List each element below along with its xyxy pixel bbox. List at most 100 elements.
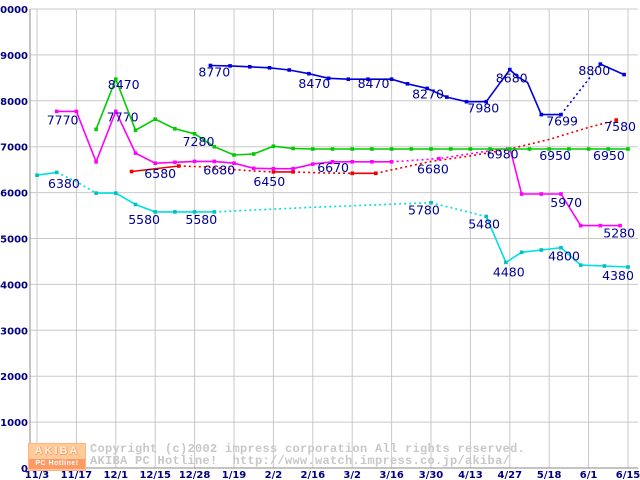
akiba-pc-hotline-logo: AKIBA PC Hotline! <box>28 443 86 471</box>
cyan-series-marker <box>94 191 98 195</box>
magenta-series-line <box>391 146 510 163</box>
cyan-series-marker <box>212 210 217 214</box>
blue-series-marker <box>389 77 394 81</box>
y-axis-labels: 0 1000 2000 3000 4000 5000 6000 7000 8000 9000 100… <box>0 5 28 475</box>
magenta-series-marker <box>153 161 157 165</box>
y-tick-label: 5000 <box>0 235 28 246</box>
x-axis-labels: 11/3 11/17 12/1 12/15 12/28 1/19 2/2 2/16 3/2 3/1… <box>25 470 640 480</box>
magenta-series-marker <box>251 166 256 171</box>
green-series-marker <box>192 132 197 136</box>
red-series-line <box>131 165 179 173</box>
blue-series-marker <box>464 99 469 104</box>
x-tick-label: 2/2 <box>265 470 283 480</box>
x-tick-label: 5/18 <box>537 470 562 480</box>
cyan-series-marker <box>484 214 488 219</box>
green-series-marker <box>586 147 591 151</box>
y-tick-label: 0 <box>21 464 28 475</box>
data-point-label: 7699 <box>546 114 578 129</box>
data-point-label: 5780 <box>408 203 440 218</box>
y-tick-label: 7000 <box>0 143 28 154</box>
blue-series-labels: 8770 8470 8470 8270 7980 8680 7699 8800 <box>198 63 610 129</box>
green-series-marker <box>350 147 354 151</box>
green-series-line <box>95 76 628 156</box>
magenta-series-marker <box>232 161 236 165</box>
magenta-series-marker <box>271 166 276 171</box>
magenta-series-marker <box>618 223 622 228</box>
data-point-label: 4380 <box>602 268 634 283</box>
magenta-series-marker <box>559 192 563 196</box>
data-point-label: 8800 <box>578 63 610 78</box>
magenta-series-marker <box>74 109 79 114</box>
magenta-series-line <box>56 109 392 170</box>
data-point-label: 7770 <box>107 109 139 124</box>
x-tick-label: 4/27 <box>498 470 523 480</box>
blue-series-marker <box>267 66 272 70</box>
blue-series-line <box>600 63 625 76</box>
blue-series-marker <box>248 65 252 69</box>
red-series-marker <box>614 118 618 122</box>
y-tick-label: 10000 <box>0 5 28 16</box>
green-series-marker <box>508 147 512 151</box>
logo-subtitle: PC Hotline! <box>29 459 85 469</box>
data-point-label: 8470 <box>358 76 390 91</box>
green-series-marker <box>311 147 315 151</box>
data-point-label: 6580 <box>144 166 176 181</box>
green-series <box>94 76 630 157</box>
cyan-series-labels: 6380 5580 5580 5780 5480 4480 4800 4380 <box>48 176 634 283</box>
x-tick-label: 2/16 <box>301 470 326 480</box>
data-point-label: 6670 <box>317 160 349 175</box>
cyan-series-marker <box>153 210 157 214</box>
data-point-label: 8470 <box>108 77 140 92</box>
cyan-series-marker <box>133 202 138 207</box>
magenta-series-marker <box>389 160 394 164</box>
green-series-marker <box>527 147 532 151</box>
data-point-label: 6450 <box>253 174 285 189</box>
x-tick-label: 6/1 <box>580 470 598 480</box>
cyan-series-marker <box>429 200 433 205</box>
blue-series-marker <box>484 99 488 104</box>
data-point-label: 7580 <box>604 119 636 134</box>
blue-series <box>208 62 626 117</box>
cyan-series-marker <box>626 265 630 269</box>
red-series-marker <box>374 171 378 176</box>
cyan-series-marker <box>35 173 39 177</box>
cyan-series-marker <box>539 248 544 252</box>
green-series-marker <box>271 144 276 148</box>
data-point-label: 8680 <box>496 71 528 86</box>
green-series-marker <box>488 147 492 151</box>
data-point-label: 6680 <box>203 162 235 177</box>
green-series-marker <box>232 153 236 157</box>
data-point-label: 5580 <box>128 212 160 227</box>
x-tick-label: 3/2 <box>343 470 361 480</box>
data-point-label: 8470 <box>298 76 330 91</box>
blue-series-marker <box>539 112 544 117</box>
green-series-marker <box>389 147 394 151</box>
red-series-marker <box>129 169 134 174</box>
y-tick-label: 4000 <box>0 280 28 291</box>
green-series-marker <box>330 147 335 151</box>
blue-series-marker <box>287 68 291 72</box>
magenta-series-marker <box>519 192 524 196</box>
green-series-marker <box>291 146 295 151</box>
blue-series-line <box>560 63 602 116</box>
green-series-marker <box>429 147 433 151</box>
green-series-marker <box>606 147 611 151</box>
blue-series-marker <box>346 77 351 81</box>
magenta-series-marker <box>539 192 544 196</box>
blue-series-marker <box>508 67 512 72</box>
green-series-marker <box>251 152 256 156</box>
cyan-series-marker <box>173 210 177 214</box>
axes: 0 1000 2000 3000 4000 5000 6000 7000 8000 9000 100… <box>0 5 640 480</box>
magenta-series-marker <box>173 160 177 165</box>
data-point-label: 6680 <box>417 161 449 176</box>
cyan-series-marker <box>602 264 607 268</box>
magenta-series-marker <box>330 160 335 164</box>
green-series-labels: 8470 7280 6950 6950 <box>108 77 625 163</box>
x-tick-label: 1/19 <box>222 470 247 480</box>
data-point-label: 4800 <box>548 249 580 264</box>
y-tick-label: 3000 <box>0 326 28 337</box>
blue-series-marker <box>445 95 449 99</box>
